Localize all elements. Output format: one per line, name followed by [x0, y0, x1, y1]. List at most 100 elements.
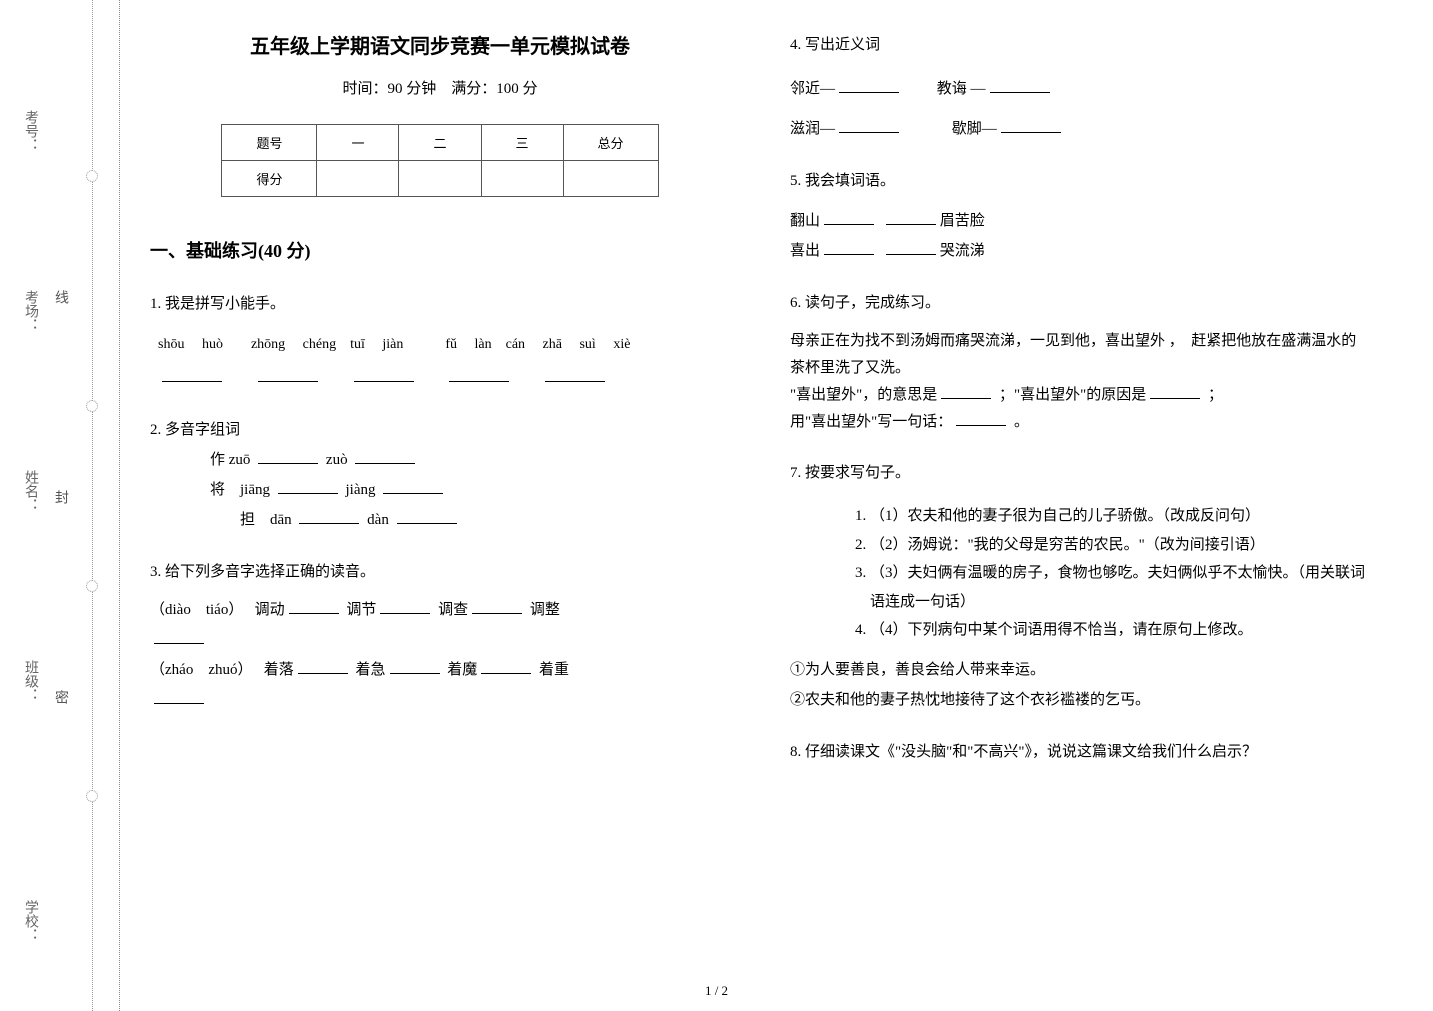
binding-field-xuexiao: 学校： — [20, 900, 40, 942]
blank — [258, 368, 318, 382]
q7-item-4: （4）下列病句中某个词语用得不恰当，请在原句上修改。 — [870, 616, 1370, 645]
q6-b2a: "喜出望外"，的意思是 — [790, 387, 937, 403]
blank — [162, 368, 222, 382]
blank — [990, 79, 1050, 93]
q2-line3a: 担 dān — [240, 512, 292, 528]
binding-circle — [86, 400, 98, 412]
q4-p1a: 邻近— — [790, 81, 835, 97]
q7-label: 7. 按要求写句子。 — [790, 458, 1370, 488]
blank — [390, 660, 440, 674]
q7-extra2: ②农夫和他的妻子热忱地接待了这个衣衫褴褛的乞丐。 — [790, 685, 1370, 715]
blank — [824, 211, 874, 225]
q7-item-2: （2）汤姆说："我的父母是穷苦的农民。"（改为间接引语） — [870, 531, 1370, 560]
q4-row1: 邻近— 教诲 — — [790, 74, 1370, 104]
q7-item-3: （3）夫妇俩有温暖的房子，食物也够吃。夫妇俩似乎不太愉快。（用关联词语连成一句话… — [870, 559, 1370, 616]
blank — [299, 510, 359, 524]
blank — [278, 480, 338, 494]
score-cell-2 — [399, 161, 481, 197]
score-col-1: 一 — [317, 125, 399, 161]
score-cell-total — [563, 161, 658, 197]
q6-body1: 母亲正在为找不到汤姆而痛哭流涕，一见到他，喜出望外 ， 赶紧把他放在盛满温水的茶… — [790, 328, 1370, 382]
binding-marker-mi: 密 — [50, 690, 70, 704]
q2-line3b: dàn — [367, 512, 389, 528]
page-content: 五年级上学期语文同步竞赛一单元模拟试卷 时间：90 分钟 满分：100 分 题号… — [140, 20, 1420, 980]
q1-pinyin: shōu huò zhōng chéng tuī jiàn fǔ làn cán… — [158, 331, 730, 359]
blank — [839, 79, 899, 93]
q6-b3a: 用"喜出望外"写一句话： — [790, 414, 952, 430]
q3-row2-pinyin: （zháo zhuó） — [150, 662, 245, 678]
blank — [472, 600, 522, 614]
q4-label: 4. 写出近义词 — [790, 30, 1370, 60]
score-table: 题号 一 二 三 总分 得分 — [221, 124, 658, 197]
score-col-label: 题号 — [222, 125, 317, 161]
blank — [545, 368, 605, 382]
question-7: 7. 按要求写句子。 （1）农夫和他的妻子很为自己的儿子骄傲。（改成反问句） （… — [790, 458, 1370, 715]
q5-row1: 翻山 眉苦脸 — [790, 206, 1370, 236]
score-table-header-row: 题号 一 二 三 总分 — [222, 125, 658, 161]
q4-p1b: 教诲 — — [937, 81, 986, 97]
q3-row1: （diào tiáo） 调动 调节 调查 调整 — [150, 595, 730, 625]
score-cell-1 — [317, 161, 399, 197]
q3-r1w1: 调动 — [255, 602, 285, 618]
question-6: 6. 读句子，完成练习。 母亲正在为找不到汤姆而痛哭流涕，一见到他，喜出望外 ，… — [790, 288, 1370, 436]
blank — [354, 368, 414, 382]
q1-label: 1. 我是拼写小能手。 — [150, 289, 730, 319]
section-1-heading: 一、基础练习(40 分) — [150, 237, 730, 263]
q4-p2a: 滋润— — [790, 121, 835, 137]
blank — [886, 211, 936, 225]
left-column: 五年级上学期语文同步竞赛一单元模拟试卷 时间：90 分钟 满分：100 分 题号… — [140, 20, 740, 980]
exam-subtitle: 时间：90 分钟 满分：100 分 — [150, 77, 730, 98]
q3-row2: （zháo zhuó） 着落 着急 着魔 着重 — [150, 655, 730, 685]
q5-l1b: 眉苦脸 — [940, 213, 985, 229]
question-5: 5. 我会填词语。 翻山 眉苦脸 喜出 哭流涕 — [790, 166, 1370, 266]
question-8: 8. 仔细读课文《"没头脑"和"不高兴"》，说说这篇课文给我们什么启示？ — [790, 737, 1370, 767]
blank — [298, 660, 348, 674]
q5-l2a: 喜出 — [790, 243, 820, 259]
binding-strip: 线 封 密 考号： 考场： 姓名： 班级： 学校： — [0, 0, 120, 1011]
blank — [355, 450, 415, 464]
blank — [956, 412, 1006, 426]
blank — [258, 450, 318, 464]
q3-r2w2: 着急 — [356, 662, 386, 678]
blank — [839, 119, 899, 133]
q6-body2: "喜出望外"，的意思是 ；"喜出望外"的原因是 ； — [790, 382, 1370, 409]
blank — [154, 630, 204, 644]
blank — [289, 600, 339, 614]
blank — [481, 660, 531, 674]
q2-line1a: 作 zuō — [210, 452, 250, 468]
q6-b3b: 。 — [1014, 414, 1029, 430]
blank — [941, 385, 991, 399]
binding-marker-xian: 线 — [50, 290, 70, 304]
binding-marker-feng: 封 — [50, 490, 70, 504]
score-cell-3 — [481, 161, 563, 197]
q3-label: 3. 给下列多音字选择正确的读音。 — [150, 557, 730, 587]
blank — [383, 480, 443, 494]
right-column: 4. 写出近义词 邻近— 教诲 — 滋润— 歇脚— 5. 我会填词语。 翻山 眉… — [780, 20, 1380, 980]
q2-line1b: zuò — [326, 452, 348, 468]
q5-row2: 喜出 哭流涕 — [790, 236, 1370, 266]
q3-r1w2: 调节 — [346, 602, 376, 618]
binding-field-xingming: 姓名： — [20, 470, 40, 512]
q4-row2: 滋润— 歇脚— — [790, 114, 1370, 144]
q7-item-1: （1）农夫和他的妻子很为自己的儿子骄傲。（改成反问句） — [870, 502, 1370, 531]
q3-r2w3: 着魔 — [447, 662, 477, 678]
q4-p2b: 歇脚— — [952, 121, 997, 137]
q2-line2: 将 jiāng jiàng — [210, 475, 730, 505]
q3-r2w1: 着落 — [264, 662, 294, 678]
q8-label: 8. 仔细读课文《"没头脑"和"不高兴"》，说说这篇课文给我们什么启示？ — [790, 737, 1370, 767]
blank — [397, 510, 457, 524]
q3-r1w3: 调查 — [438, 602, 468, 618]
blank — [1150, 385, 1200, 399]
binding-dot-line — [92, 0, 93, 1011]
q5-label: 5. 我会填词语。 — [790, 166, 1370, 196]
question-1: 1. 我是拼写小能手。 shōu huò zhōng chéng tuī jià… — [150, 289, 730, 393]
q2-line3: 担 dān dàn — [240, 505, 730, 535]
q5-l2b: 哭流涕 — [940, 243, 985, 259]
q2-label: 2. 多音字组词 — [150, 415, 730, 445]
score-col-3: 三 — [481, 125, 563, 161]
binding-field-kaohao: 考号： — [20, 110, 40, 152]
score-row-label: 得分 — [222, 161, 317, 197]
binding-field-banji: 班级： — [20, 660, 40, 702]
q3-r2w4: 着重 — [539, 662, 569, 678]
blank — [380, 600, 430, 614]
